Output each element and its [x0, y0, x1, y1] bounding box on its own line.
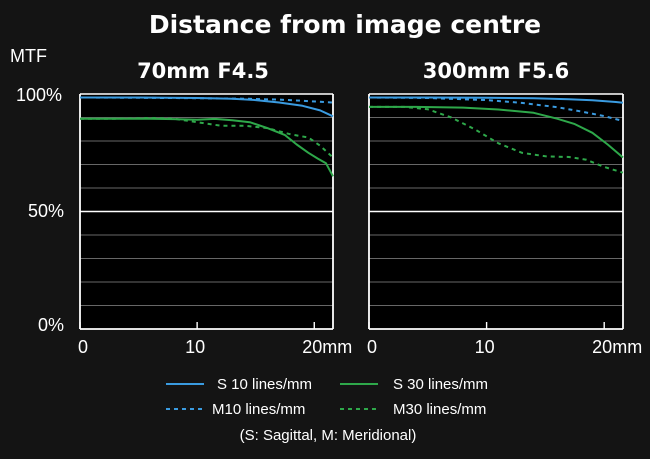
- x-tick-label: 0: [78, 337, 88, 357]
- plot-70mm: 0 10 20mm: [78, 93, 352, 357]
- y-axis-label: MTF: [10, 46, 47, 66]
- series-line-s10: [369, 96, 624, 104]
- y-tick-0: 0%: [38, 315, 64, 335]
- series-line-s30: [369, 105, 624, 159]
- series-line-m10: [368, 96, 624, 122]
- plot-title-70mm: 70mm F4.5: [137, 59, 269, 83]
- plot-title-300mm: 300mm F5.6: [423, 59, 569, 83]
- x-tick-label: 20mm: [302, 337, 352, 357]
- x-tick-label: 10: [475, 337, 495, 357]
- series-line-s10: [80, 96, 334, 118]
- legend-label-s30: S 30 lines/mm: [393, 376, 488, 393]
- legend: S 10 lines/mm S 30 lines/mm M10 lines/mm…: [166, 376, 488, 418]
- footnote: (S: Sagittal, M: Meridional): [240, 427, 417, 444]
- legend-label-s10: S 10 lines/mm: [217, 376, 312, 393]
- legend-label-m30: M30 lines/mm: [393, 401, 486, 418]
- chart-title: Distance from image centre: [149, 10, 541, 39]
- x-tick-label: 0: [367, 337, 377, 357]
- x-tick-label: 20mm: [592, 337, 642, 357]
- series-line-s30: [80, 117, 334, 177]
- plot-300mm: 0 10 20mm: [367, 93, 642, 357]
- legend-label-m10: M10 lines/mm: [212, 401, 305, 418]
- x-tick-label: 10: [185, 337, 205, 357]
- y-tick-100: 100%: [16, 85, 62, 105]
- y-tick-50: 50%: [28, 201, 64, 221]
